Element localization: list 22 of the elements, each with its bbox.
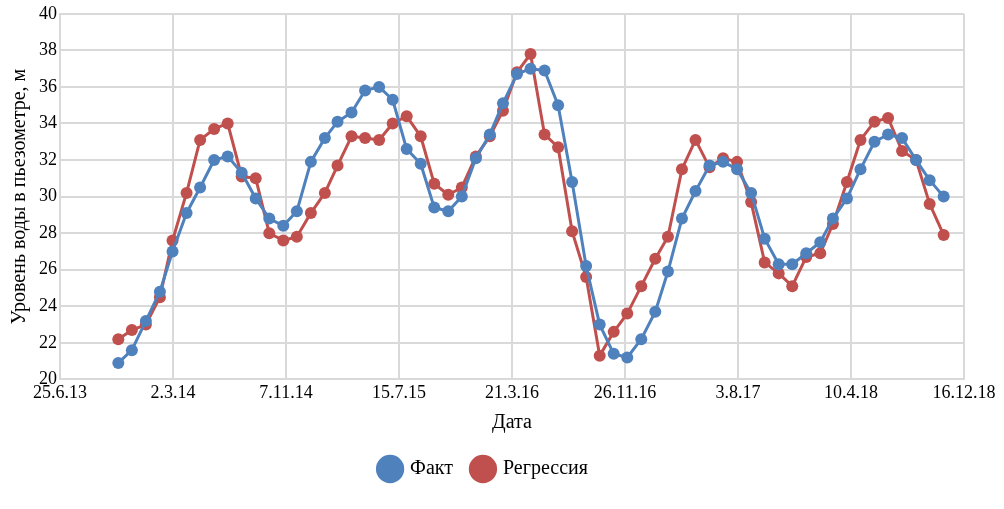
y-tick-label: 22: [39, 331, 57, 352]
y-axis-title: Уровень воды в пьезометре, м: [7, 68, 31, 325]
x-tick-label: 21.3.16: [485, 381, 539, 402]
x-tick-label: 7.11.14: [259, 381, 313, 402]
y-tick-label: 26: [39, 258, 57, 279]
legend-label: Факт: [410, 456, 454, 479]
x-tick-label: 16.12.18: [932, 381, 996, 402]
x-tick-label: 3.8.17: [715, 381, 761, 402]
x-tick-label: 15.7.15: [372, 381, 426, 402]
y-tick-label: 28: [39, 221, 57, 242]
y-tick-label: 32: [39, 148, 57, 169]
y-tick-label: 24: [39, 295, 57, 316]
x-axis-title: Дата: [492, 410, 533, 434]
y-tick-label: 38: [39, 39, 57, 60]
x-tick-label: 2.3.14: [150, 381, 196, 402]
y-tick-label: 34: [39, 112, 57, 133]
x-tick-label: 10.4.18: [824, 381, 878, 402]
x-tick-label: 26.11.16: [593, 381, 657, 402]
y-tick-label: 40: [39, 2, 57, 23]
legend-label: Регрессия: [502, 456, 588, 480]
y-tick-label: 30: [39, 185, 57, 206]
y-tick-label: 36: [39, 75, 57, 96]
